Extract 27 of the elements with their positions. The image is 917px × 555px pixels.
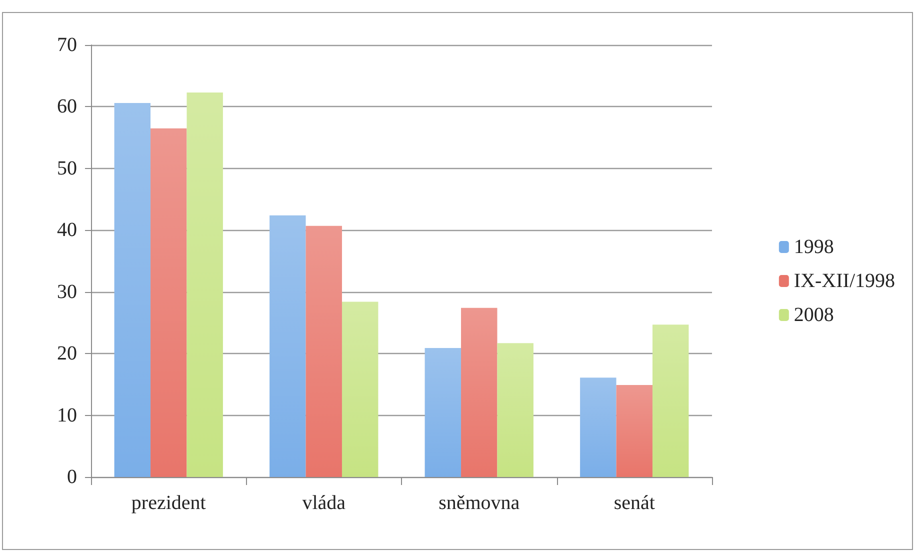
- y-tick-label: 10: [57, 404, 77, 426]
- bar: [306, 226, 342, 477]
- y-tick-label: 20: [57, 342, 77, 365]
- y-tick-label: 40: [57, 219, 77, 242]
- x-tick-label: senát: [614, 492, 656, 514]
- bar: [150, 128, 187, 477]
- bar: [461, 308, 498, 477]
- bar: [186, 92, 223, 477]
- bar: [424, 348, 462, 477]
- x-tick-label: vláda: [302, 492, 346, 514]
- bar: [114, 103, 151, 477]
- bar: [616, 385, 652, 477]
- y-tick-label: 30: [57, 280, 77, 303]
- legend-label: 2008: [794, 304, 834, 326]
- bar: [342, 302, 378, 477]
- x-tick-label: sněmovna: [438, 492, 520, 514]
- bar: [652, 324, 689, 477]
- y-tick-label: 0: [67, 466, 77, 488]
- y-tick-label: 50: [57, 157, 77, 180]
- legend-label: IX-XII/1998: [794, 270, 896, 292]
- bar: [497, 343, 534, 477]
- bar: [580, 378, 616, 477]
- y-tick-label: 70: [57, 34, 77, 56]
- legend-label: 1998: [794, 236, 834, 258]
- y-tick-label: 60: [57, 96, 77, 118]
- x-tick-label: prezident: [131, 492, 206, 514]
- bar: [270, 215, 306, 477]
